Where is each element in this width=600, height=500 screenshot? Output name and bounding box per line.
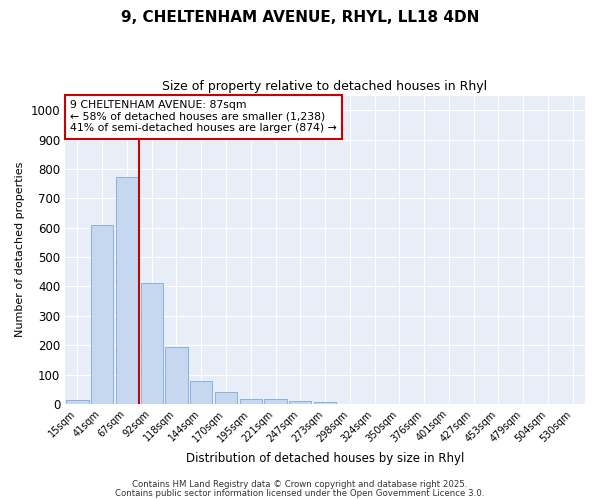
Bar	[265, 400, 287, 404]
Bar	[289, 401, 311, 404]
X-axis label: Distribution of detached houses by size in Rhyl: Distribution of detached houses by size …	[186, 452, 464, 465]
Bar	[140, 283, 163, 404]
Bar	[166, 347, 188, 404]
Text: Contains public sector information licensed under the Open Government Licence 3.: Contains public sector information licen…	[115, 488, 485, 498]
Title: Size of property relative to detached houses in Rhyl: Size of property relative to detached ho…	[163, 80, 488, 93]
Bar	[116, 177, 138, 404]
Bar	[239, 399, 262, 404]
Text: Contains HM Land Registry data © Crown copyright and database right 2025.: Contains HM Land Registry data © Crown c…	[132, 480, 468, 489]
Text: 9 CHELTENHAM AVENUE: 87sqm
← 58% of detached houses are smaller (1,238)
41% of s: 9 CHELTENHAM AVENUE: 87sqm ← 58% of deta…	[70, 100, 337, 134]
Bar	[215, 392, 237, 404]
Bar	[190, 381, 212, 404]
Y-axis label: Number of detached properties: Number of detached properties	[15, 162, 25, 338]
Bar	[66, 400, 89, 404]
Bar	[314, 402, 336, 404]
Text: 9, CHELTENHAM AVENUE, RHYL, LL18 4DN: 9, CHELTENHAM AVENUE, RHYL, LL18 4DN	[121, 10, 479, 25]
Bar	[91, 226, 113, 404]
